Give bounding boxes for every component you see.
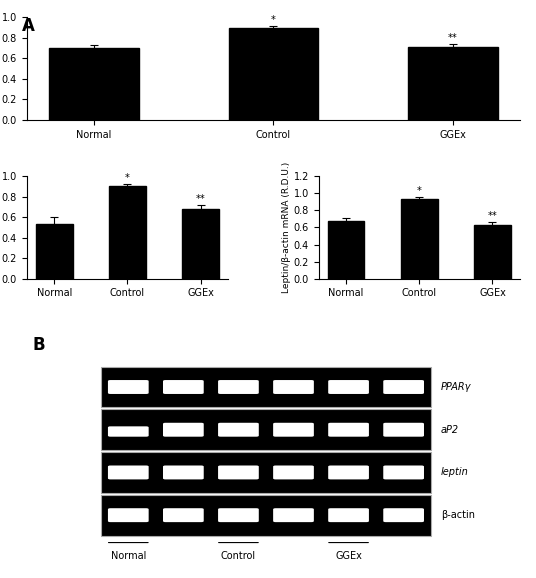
Text: *: * (125, 173, 130, 183)
FancyBboxPatch shape (101, 495, 431, 536)
Text: A: A (21, 17, 34, 35)
Text: GGEx: GGEx (335, 551, 362, 561)
FancyBboxPatch shape (328, 465, 369, 479)
Text: **: ** (196, 194, 205, 204)
FancyBboxPatch shape (108, 465, 148, 479)
FancyBboxPatch shape (328, 508, 369, 522)
FancyBboxPatch shape (273, 423, 314, 437)
FancyBboxPatch shape (108, 380, 148, 394)
Bar (49, 48, 139, 120)
Text: aP2: aP2 (441, 425, 459, 435)
Bar (401, 199, 437, 279)
FancyBboxPatch shape (108, 427, 148, 437)
Bar (228, 28, 318, 120)
Text: B: B (32, 336, 45, 354)
FancyBboxPatch shape (218, 465, 259, 479)
FancyBboxPatch shape (163, 423, 204, 437)
FancyBboxPatch shape (273, 380, 314, 394)
Text: **: ** (448, 33, 458, 43)
FancyBboxPatch shape (163, 508, 204, 522)
FancyBboxPatch shape (108, 508, 148, 522)
Bar (36, 224, 72, 279)
FancyBboxPatch shape (328, 380, 369, 394)
FancyBboxPatch shape (383, 508, 424, 522)
FancyBboxPatch shape (273, 465, 314, 479)
Text: leptin: leptin (441, 468, 469, 477)
Bar (474, 225, 511, 279)
FancyBboxPatch shape (163, 465, 204, 479)
FancyBboxPatch shape (383, 423, 424, 437)
FancyBboxPatch shape (383, 465, 424, 479)
FancyBboxPatch shape (101, 409, 431, 450)
FancyBboxPatch shape (218, 508, 259, 522)
Text: Normal: Normal (110, 551, 146, 561)
FancyBboxPatch shape (101, 452, 431, 493)
Text: *: * (271, 14, 276, 24)
FancyBboxPatch shape (383, 380, 424, 394)
FancyBboxPatch shape (328, 423, 369, 437)
FancyBboxPatch shape (273, 508, 314, 522)
FancyBboxPatch shape (163, 380, 204, 394)
Bar (182, 209, 219, 279)
Y-axis label: Leptin/β-actin mRNA (R.D.U.): Leptin/β-actin mRNA (R.D.U.) (282, 162, 291, 293)
Text: Control: Control (221, 551, 256, 561)
Bar (408, 47, 497, 120)
Bar (109, 187, 146, 279)
Text: *: * (417, 186, 422, 196)
Text: **: ** (488, 212, 497, 221)
FancyBboxPatch shape (218, 423, 259, 437)
Bar (328, 221, 364, 279)
FancyBboxPatch shape (101, 366, 431, 407)
Text: PPARγ: PPARγ (441, 382, 471, 392)
Text: β-actin: β-actin (441, 510, 475, 520)
FancyBboxPatch shape (218, 380, 259, 394)
